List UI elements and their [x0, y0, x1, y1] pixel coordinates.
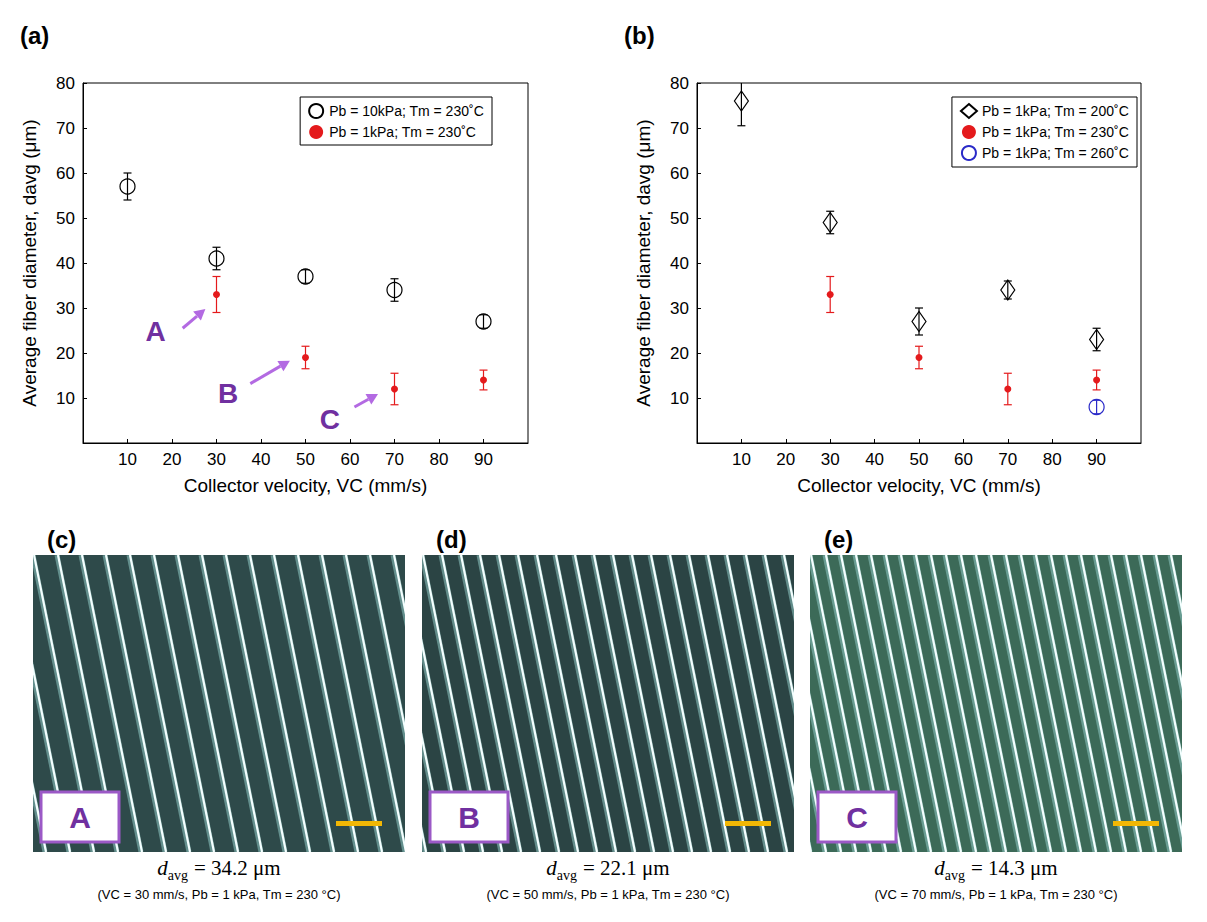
svg-text:30: 30	[56, 299, 75, 318]
svg-text:(VC = 70 mm/s, Pb = 1 kPa, Tm: (VC = 70 mm/s, Pb = 1 kPa, Tm = 230 °C)	[874, 887, 1117, 902]
svg-text:C: C	[846, 801, 868, 834]
svg-text:70: 70	[385, 450, 404, 469]
svg-text:70: 70	[56, 119, 75, 138]
svg-text:80: 80	[670, 74, 689, 93]
svg-text:(b): (b)	[624, 22, 655, 49]
svg-text:Pb = 1kPa; Tm = 200˚C: Pb = 1kPa; Tm = 200˚C	[982, 103, 1129, 119]
svg-text:davg= 34.2 μm: davg= 34.2 μm	[157, 856, 280, 883]
svg-text:Average fiber diameter, davg (: Average fiber diameter, davg (μm)	[19, 119, 40, 406]
svg-text:Pb = 1kPa; Tm = 260˚C: Pb = 1kPa; Tm = 260˚C	[982, 145, 1129, 161]
svg-text:Pb = 10kPa; Tm = 230˚C: Pb = 10kPa; Tm = 230˚C	[329, 103, 484, 119]
svg-text:(e): (e)	[824, 526, 853, 553]
svg-text:(c): (c)	[47, 526, 76, 553]
svg-text:10: 10	[670, 389, 689, 408]
svg-text:40: 40	[56, 254, 75, 273]
svg-text:(d): (d)	[436, 526, 467, 553]
svg-text:20: 20	[163, 450, 182, 469]
svg-text:80: 80	[56, 74, 75, 93]
svg-text:50: 50	[56, 209, 75, 228]
svg-text:(VC = 30 mm/s, Pb = 1 kPa, Tm: (VC = 30 mm/s, Pb = 1 kPa, Tm = 230 °C)	[97, 887, 340, 902]
svg-text:Collector velocity, VC (mm/s): Collector velocity, VC (mm/s)	[797, 475, 1041, 496]
svg-text:10: 10	[56, 389, 75, 408]
svg-text:(VC = 50 mm/s, Pb = 1 kPa, Tm: (VC = 50 mm/s, Pb = 1 kPa, Tm = 230 °C)	[486, 887, 729, 902]
svg-text:60: 60	[954, 450, 973, 469]
svg-text:Pb = 1kPa; Tm = 230˚C: Pb = 1kPa; Tm = 230˚C	[982, 124, 1129, 140]
svg-text:90: 90	[1087, 450, 1106, 469]
svg-text:60: 60	[56, 164, 75, 183]
svg-text:80: 80	[1043, 450, 1062, 469]
svg-text:B: B	[218, 378, 238, 409]
svg-text:10: 10	[732, 450, 751, 469]
svg-text:20: 20	[776, 450, 795, 469]
svg-text:40: 40	[670, 254, 689, 273]
svg-text:40: 40	[252, 450, 271, 469]
svg-text:(a): (a)	[20, 22, 49, 49]
svg-text:10: 10	[118, 450, 137, 469]
svg-text:80: 80	[430, 450, 449, 469]
svg-text:50: 50	[670, 209, 689, 228]
svg-text:davg= 14.3 μm: davg= 14.3 μm	[934, 856, 1057, 883]
svg-text:50: 50	[296, 450, 315, 469]
svg-text:Pb = 1kPa; Tm = 230˚C: Pb = 1kPa; Tm = 230˚C	[329, 124, 476, 140]
svg-text:70: 70	[670, 119, 689, 138]
svg-text:60: 60	[670, 164, 689, 183]
svg-text:20: 20	[56, 344, 75, 363]
svg-text:40: 40	[865, 450, 884, 469]
svg-text:70: 70	[998, 450, 1017, 469]
svg-text:30: 30	[207, 450, 226, 469]
svg-text:30: 30	[821, 450, 840, 469]
svg-text:60: 60	[341, 450, 360, 469]
svg-text:C: C	[320, 404, 340, 435]
svg-text:B: B	[458, 801, 480, 834]
svg-text:50: 50	[910, 450, 929, 469]
svg-text:Average fiber diameter, davg (: Average fiber diameter, davg (μm)	[633, 119, 654, 406]
svg-text:davg= 22.1 μm: davg= 22.1 μm	[546, 856, 669, 883]
svg-text:20: 20	[670, 344, 689, 363]
svg-text:30: 30	[670, 299, 689, 318]
svg-text:A: A	[69, 801, 91, 834]
svg-text:Collector velocity, VC (mm/s): Collector velocity, VC (mm/s)	[184, 475, 428, 496]
svg-text:A: A	[145, 316, 165, 347]
svg-text:90: 90	[474, 450, 493, 469]
